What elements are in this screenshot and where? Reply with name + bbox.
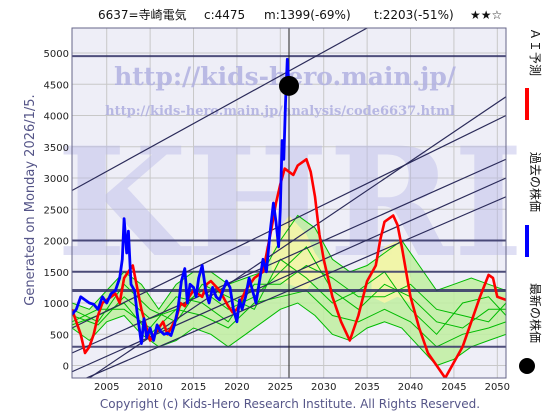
header-current: c:4475 <box>204 8 245 22</box>
y-tick-label: 2500 <box>44 205 69 216</box>
y-tick-label: 500 <box>50 330 69 341</box>
legend-label-ai: ＡＩ予測 <box>528 28 542 76</box>
legend-label-latest: 最新の株価 <box>528 283 543 343</box>
chart-header: 6637=寺崎電気 c:4475 m:1399(-69%) t:2203(-51… <box>98 7 502 22</box>
past-price-line <box>72 57 291 346</box>
x-tick-label: 2010 <box>137 382 162 393</box>
y-tick-label: 2000 <box>44 237 69 248</box>
header-rating: ★★☆ <box>470 8 502 22</box>
axis-labels: 0 500 1000 1500 2000 2500 3000 3500 4000 4500 5000… <box>44 49 510 393</box>
x-tick-label: 2005 <box>94 382 119 393</box>
legend-swatch-latest <box>519 358 535 374</box>
ai-forecast-line <box>72 158 506 378</box>
y-tick-label: 5000 <box>44 49 69 60</box>
x-tick-label: 2045 <box>441 382 466 393</box>
x-tick-label: 2040 <box>398 382 423 393</box>
trend-line <box>72 28 368 192</box>
watermark-analysis: http://kids-hero.main.jp/analysis/code66… <box>105 104 455 119</box>
y-tick-label: 1000 <box>44 299 69 310</box>
y-tick-label: 1500 <box>44 268 69 279</box>
legend-item-past: 過去の株価 <box>525 152 543 257</box>
y-tick-label: 0 <box>63 362 69 373</box>
y-tick-label: 3000 <box>44 174 69 185</box>
legend-label-past: 過去の株価 <box>528 152 543 212</box>
plot-frame <box>71 27 507 379</box>
y-tick-label: 3500 <box>44 143 69 154</box>
x-tick-label: 2020 <box>224 382 249 393</box>
latest-price-marker <box>279 75 299 96</box>
x-tick-label: 2030 <box>311 382 336 393</box>
trend-line <box>89 96 506 378</box>
x-tick-label: 2035 <box>354 382 379 393</box>
x-tick-label: 2050 <box>485 382 510 393</box>
band-simulation-line <box>72 258 506 336</box>
header-code-name: 6637=寺崎電気 <box>98 7 187 22</box>
band-simulation-line <box>72 246 506 329</box>
copyright-footer: Copyright (c) Kids-Hero Research Institu… <box>100 397 480 411</box>
x-tick-label: 2015 <box>181 382 206 393</box>
y-tick-label: 4000 <box>44 112 69 123</box>
legend-item-latest: 最新の株価 <box>519 283 543 374</box>
legend-item-ai: ＡＩ予測 <box>525 28 542 120</box>
legend: ＡＩ予測 過去の株価 最新の株価 <box>519 28 543 374</box>
generated-note: Generated on Monday 2026/1/5. <box>23 94 38 305</box>
data-layer <box>72 28 506 378</box>
y-tick-label: 4500 <box>44 80 69 91</box>
x-tick-label: 2025 <box>268 382 293 393</box>
header-target: t:2203(-51%) <box>374 8 454 22</box>
header-min: m:1399(-69%) <box>264 8 351 22</box>
